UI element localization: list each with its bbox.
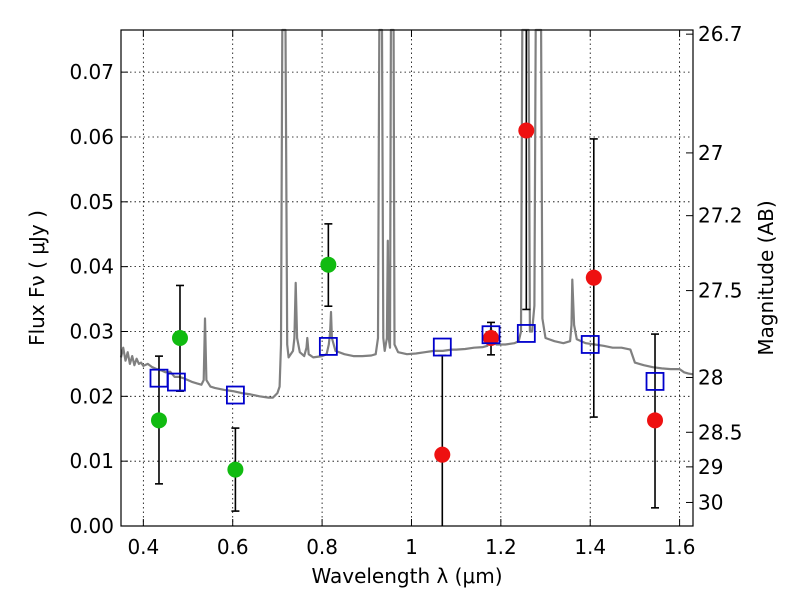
model-photometry-square	[432, 337, 452, 357]
y2-tick-label: 27.5	[698, 279, 743, 303]
plot-background	[121, 30, 693, 526]
y-tick-label: 0.03	[69, 319, 114, 343]
red-data-point	[483, 329, 500, 346]
model-spectrum-line	[119, 28, 694, 399]
y2-tick-label: 28	[698, 365, 723, 389]
y-tick-label: 0.04	[69, 255, 114, 279]
model-photometry-square	[167, 372, 186, 392]
plot-frame	[120, 29, 694, 527]
y-tick-labels: 0.00 0.01 0.02 0.03 0.04 0.05 0.06 0.07	[69, 60, 114, 538]
x-tick-label: 1	[405, 535, 418, 559]
green-data-point	[227, 461, 244, 478]
y-tick-label: 0.00	[69, 514, 114, 538]
model-photometry-square	[645, 372, 665, 391]
y2-tick-label: 28.5	[698, 420, 743, 444]
x-tick-labels: 0.4 0.6 0.8 1 1.2 1.4 1.6	[127, 535, 695, 559]
model-photometry-square	[516, 324, 536, 343]
model-photometry-square	[580, 335, 600, 354]
y2-tick-label: 30	[698, 490, 723, 514]
red-data-point	[434, 446, 451, 463]
x-tick-label: 0.4	[127, 535, 159, 559]
y-axis-label: Flux Fν ( μJy )	[25, 210, 49, 346]
axis-ticks	[121, 30, 693, 527]
green-data-point	[171, 329, 188, 346]
x-tick-label: 1.4	[574, 535, 606, 559]
x-tick-label: 1.6	[664, 535, 696, 559]
y-tick-label: 0.07	[69, 60, 114, 84]
model-photometry-square	[481, 325, 501, 345]
y2-axis-label: Magnitude (AB)	[754, 200, 778, 355]
model-spectrum	[119, 28, 694, 399]
y-tick-label: 0.01	[69, 449, 114, 473]
model-photometry-square	[225, 385, 245, 405]
y2-tick-label: 27	[698, 141, 723, 165]
y-tick-label: 0.05	[69, 190, 114, 214]
green-data-point	[150, 412, 167, 429]
y2-tick-label: 26.7	[698, 22, 743, 46]
x-tick-label: 0.6	[217, 535, 249, 559]
x-tick-label: 0.8	[306, 535, 338, 559]
y2-tick-label: 27.2	[698, 204, 743, 228]
model-photometry-square	[318, 337, 338, 356]
x-axis-label: Wavelength λ (μm)	[311, 564, 502, 588]
y2-tick-label: 29	[698, 455, 723, 479]
x-tick-label: 1.2	[485, 535, 517, 559]
red-data-point	[647, 412, 664, 429]
y-tick-label: 0.06	[69, 125, 114, 149]
data-markers	[149, 122, 665, 478]
green-data-point	[320, 256, 337, 273]
y2-tick-labels: 26.7 27 27.2 27.5 28 28.5 29 30	[698, 22, 743, 514]
y-tick-label: 0.02	[69, 384, 114, 408]
red-data-point	[518, 122, 535, 139]
red-data-point	[585, 269, 602, 286]
